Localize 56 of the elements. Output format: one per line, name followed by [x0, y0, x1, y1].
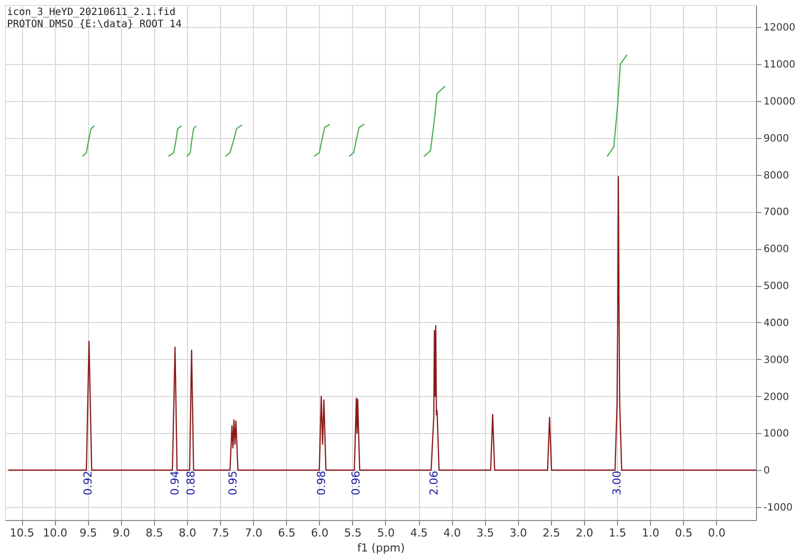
- y-tick-label: 10000: [764, 96, 796, 108]
- annotation: 3.00: [610, 470, 624, 496]
- x-tick-label: 7.5: [212, 526, 230, 540]
- x-tick-label: 8.0: [178, 526, 196, 540]
- line-series: [423, 86, 446, 157]
- y-tick-label: 3000: [764, 354, 789, 366]
- annotation: 2.06: [427, 470, 440, 496]
- x-tick-label: 2.0: [576, 526, 594, 540]
- line-series: [82, 125, 95, 157]
- line-series: [8, 176, 757, 471]
- y-tick-label: 11000: [764, 60, 796, 71]
- x-tick-label: 4.5: [410, 526, 428, 540]
- y-tick-label: -1000: [764, 502, 793, 514]
- x-tick-label: 4.0: [443, 526, 461, 540]
- line-series: [224, 124, 242, 157]
- line-series: [168, 125, 182, 157]
- annotation: 0.94: [168, 470, 182, 496]
- annotation: 0.98: [314, 470, 328, 496]
- annotation: PROTON DMSO {E:\data} ROOT 14: [7, 19, 182, 30]
- line-series: [186, 125, 197, 157]
- x-tick-label: 5.0: [377, 526, 395, 540]
- x-tick-label: 6.5: [278, 526, 296, 540]
- annotation: 0.92: [81, 470, 94, 496]
- x-tick-label: 10.0: [42, 526, 68, 540]
- line-series: [348, 124, 365, 157]
- annotation: 0.96: [349, 470, 362, 496]
- x-tick-label: 1.0: [642, 526, 660, 540]
- y-tick-label: 6000: [764, 244, 789, 256]
- annotation: 0.88: [184, 470, 198, 496]
- x-tick-label: 0.0: [708, 526, 726, 540]
- x-tick-label: 1.5: [608, 526, 626, 540]
- x-tick-label: 10.5: [10, 526, 34, 540]
- y-tick-label: 2000: [764, 392, 789, 403]
- line-series: [606, 54, 628, 157]
- x-tick-label: 0.5: [674, 526, 692, 540]
- x-tick-label: 9.0: [112, 526, 130, 540]
- x-tick-label: 7.0: [244, 526, 262, 540]
- y-tick-label: 0: [764, 466, 770, 477]
- y-tick-label: 9000: [764, 133, 789, 144]
- y-tick-label: 12000: [764, 22, 796, 34]
- y-tick-label: 7000: [764, 207, 789, 218]
- x-tick-label: 6.0: [311, 526, 329, 540]
- x-tick-label: 2.5: [542, 526, 560, 540]
- y-tick-label: 5000: [764, 281, 789, 292]
- y-tick-label: 1000: [764, 428, 789, 440]
- x-tick-label: 3.0: [510, 526, 528, 540]
- x-tick-label: 8.5: [146, 526, 164, 540]
- y-tick-label: 4000: [764, 318, 789, 329]
- annotation: 0.95: [226, 470, 240, 496]
- y-tick-label: 8000: [764, 170, 789, 182]
- line-series: [313, 124, 330, 157]
- x-tick-label: 5.5: [344, 526, 362, 540]
- annotation: icon_3_HeYD_20210611_2.1.fid: [7, 7, 176, 18]
- x-axis-title: f1 (ppm): [357, 542, 405, 554]
- x-tick-label: 9.5: [79, 526, 97, 540]
- x-tick-label: 3.5: [476, 526, 494, 540]
